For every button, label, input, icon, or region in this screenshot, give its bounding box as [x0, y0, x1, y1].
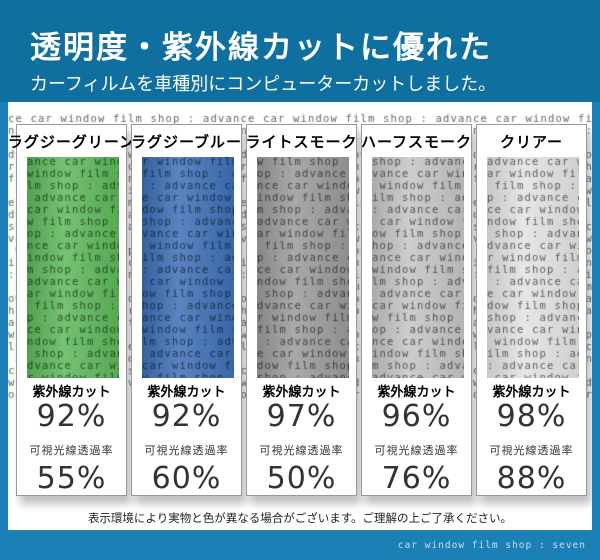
swatch-pattern	[487, 157, 579, 378]
visible-light-value: 50%	[266, 461, 337, 496]
film-card: ハーフスモーク 紫外線カット 96% 可視光線透過率 76%	[361, 124, 472, 496]
uv-cut-value: 98%	[496, 399, 567, 434]
visible-light-label: 可視光線透過率	[489, 444, 574, 457]
visible-light-value: 55%	[36, 461, 107, 496]
visible-light-value: 76%	[381, 461, 452, 496]
visible-light-label: 可視光線透過率	[259, 444, 344, 457]
swatch-pattern	[27, 157, 119, 378]
visible-light-value: 88%	[496, 461, 567, 496]
film-name: ハーフスモーク	[360, 132, 473, 151]
swatch-pattern	[142, 157, 234, 378]
footer-credit: car window film shop : seven	[397, 540, 586, 551]
film-card: クリアー 紫外線カット 98% 可視光線透過率 88%	[476, 124, 587, 496]
film-name: ライトスモーク	[245, 132, 358, 151]
film-name: ラグジーグリーン	[8, 132, 136, 151]
film-name: ラグジーブルー	[130, 132, 243, 151]
visible-light-value: 60%	[151, 461, 222, 496]
film-name: クリアー	[499, 132, 564, 151]
film-color-swatch	[27, 157, 119, 378]
uv-cut-value: 92%	[151, 399, 222, 434]
uv-cut-label: 紫外線カット	[262, 385, 341, 400]
uv-cut-label: 紫外線カット	[32, 385, 111, 400]
page-title: 透明度・紫外線カットに優れた	[30, 30, 492, 66]
header: 透明度・紫外線カットに優れた カーフィルムを車種別にコンピューターカットしました…	[0, 0, 600, 102]
swatch-pattern	[257, 157, 349, 378]
uv-cut-value: 92%	[36, 399, 107, 434]
visible-light-label: 可視光線透過率	[374, 444, 459, 457]
film-color-swatch	[372, 157, 464, 378]
visible-light-label: 可視光線透過率	[29, 444, 114, 457]
film-card: ライトスモーク 紫外線カット 97% 可視光線透過率 50%	[246, 124, 357, 496]
disclaimer-note: 表示環境により実物と色が異なる場合がございます。ご理解の上ご了承ください。	[87, 511, 513, 525]
page-subtitle: カーフィルムを車種別にコンピューターカットしました。	[30, 74, 497, 95]
uv-cut-value: 97%	[266, 399, 337, 434]
film-card: ラグジーブルー 紫外線カット 92% 可視光線透過率 60%	[131, 124, 242, 496]
film-color-swatch	[257, 157, 349, 378]
uv-cut-label: 紫外線カット	[492, 385, 571, 400]
film-color-swatch	[142, 157, 234, 378]
uv-cut-label: 紫外線カット	[377, 385, 456, 400]
film-panel: ラグジーグリーン 紫外線カット 92% 可視光線透過率 55% ラグジーブルー …	[8, 102, 592, 530]
swatch-pattern	[372, 157, 464, 378]
film-card: ラグジーグリーン 紫外線カット 92% 可視光線透過率 55%	[8, 124, 136, 496]
uv-cut-value: 96%	[381, 399, 452, 434]
visible-light-label: 可視光線透過率	[144, 444, 229, 457]
uv-cut-label: 紫外線カット	[147, 385, 226, 400]
film-color-swatch	[487, 157, 579, 378]
